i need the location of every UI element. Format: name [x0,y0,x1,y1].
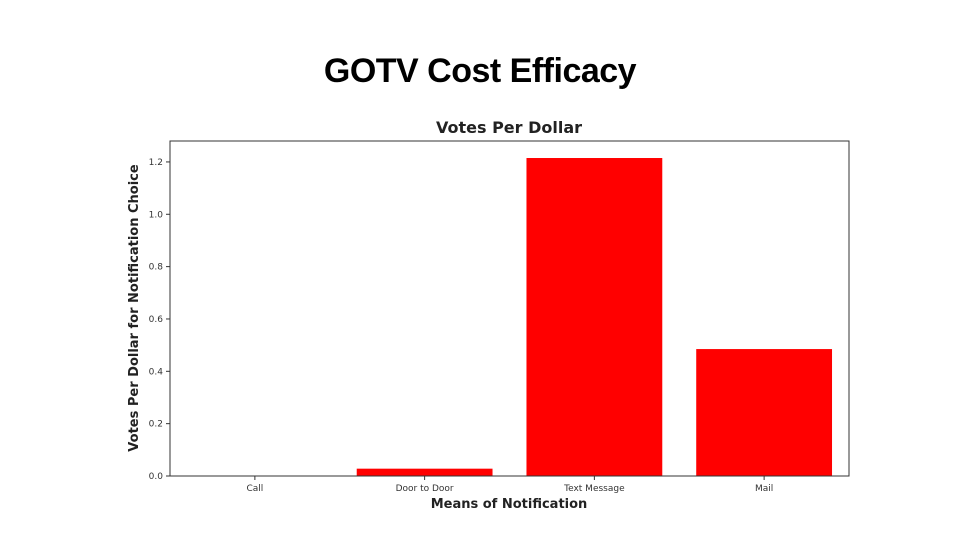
x-tick-label: Text Message [563,484,625,494]
y-tick-label: 0.2 [149,420,163,430]
y-tick-label: 1.2 [149,158,163,168]
y-tick-label: 1.0 [149,210,164,220]
bar [696,349,833,476]
x-tick-label: Call [246,484,263,494]
x-tick-label: Door to Door [396,484,454,494]
y-tick-label: 0.0 [149,472,164,482]
bar [526,158,663,476]
y-tick-label: 0.8 [149,263,164,273]
x-axis-label: Means of Notification [431,497,588,512]
bar [356,468,493,476]
x-tick-label: Mail [755,484,773,494]
plot-frame [169,140,850,477]
y-tick-label: 0.4 [149,367,164,377]
slide-title: GOTV Cost Efficacy [323,52,637,90]
plot-area: Call Door to Door Text Message Mail 0.0 0.2 0.… [149,140,850,494]
y-axis-label: Votes Per Dollar for Notification Choice [127,164,142,452]
y-tick-label: 0.6 [149,315,164,325]
chart-title: Votes Per Dollar [436,118,582,137]
